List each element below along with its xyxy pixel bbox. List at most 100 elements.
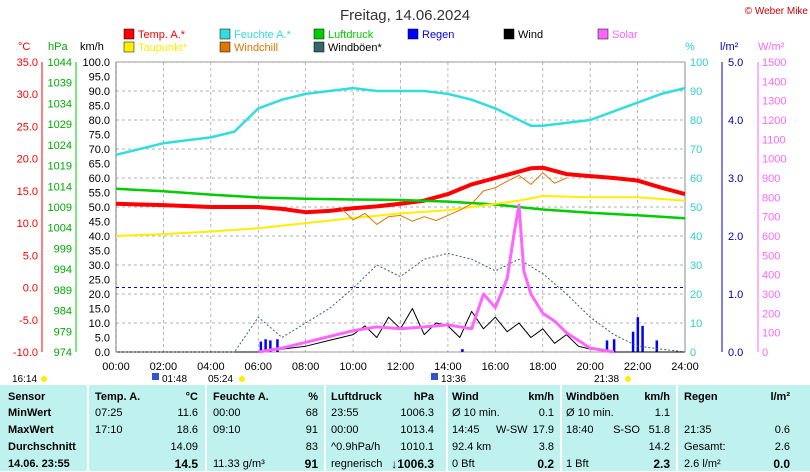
- series-line-3: [115, 195, 686, 237]
- legend-swatch-4: [503, 28, 515, 40]
- wind-tick: 10.0: [89, 318, 110, 330]
- time-tick: 06:00: [244, 361, 272, 373]
- press-time-3: regnerisch: [331, 458, 383, 470]
- hum-time-1: 09:10: [213, 424, 241, 436]
- temp-tick: -10.0: [13, 347, 38, 359]
- gust-dir-1: S-SO: [613, 424, 640, 436]
- wind-tick: 40.0: [89, 231, 110, 243]
- solar-tick: 100: [762, 328, 780, 340]
- press-time-2: ^0.9hPa/h: [331, 441, 381, 453]
- humidity-tick: 100: [690, 57, 708, 69]
- legend-label-3: Regen: [422, 29, 454, 41]
- legend-swatch-7: [219, 41, 231, 53]
- legend-swatch-6: [123, 41, 135, 53]
- row-label-3: 14.06. 23:55: [8, 458, 70, 470]
- rain-value-2: 2.6: [774, 441, 790, 453]
- legend-label-2: Luftdruck: [328, 29, 374, 41]
- wind-tick: 85.0: [89, 101, 110, 113]
- rain-bar-0: [259, 341, 263, 352]
- legend-label-1: Feuchte A.*: [234, 29, 292, 41]
- pressure-tick: 994: [54, 264, 72, 276]
- legend: Temp. A.* Feuchte A.* Luftdruck Regen Wind So…: [123, 28, 638, 54]
- wind-tick: 100.0: [82, 57, 110, 69]
- rain-time-2: Gesamt:: [684, 441, 726, 453]
- left-time: 16:14: [12, 374, 37, 385]
- wind-time-2: 92.4 km: [452, 441, 492, 453]
- press-time-0: 23:55: [331, 407, 359, 419]
- humidity-tick: 30: [690, 260, 702, 272]
- wind-tick: 0.0: [95, 347, 110, 359]
- hum-time-3: 11.33 g/m³: [213, 458, 265, 470]
- solar-tick: 1300: [762, 96, 786, 108]
- wind-tick: 20.0: [89, 289, 110, 301]
- sunrise-dot: [239, 376, 245, 382]
- temp-value-1: 18.6: [176, 424, 198, 436]
- temp-unit: °C: [18, 41, 30, 53]
- wind-tick: 65.0: [89, 159, 110, 171]
- legend-swatch-0: [123, 28, 135, 40]
- rain-tick: 5.0: [728, 57, 743, 69]
- press-value-3: ↓1006.3: [391, 457, 434, 471]
- column-separator: [560, 385, 562, 471]
- header-rain-unit: l/m²: [770, 391, 790, 403]
- rain-bar-7: [631, 331, 635, 352]
- solar-tick: 200: [762, 308, 780, 320]
- time-tick: 14:00: [434, 361, 462, 373]
- press-value-0: 1006.3: [400, 407, 434, 419]
- wind-tick: 50.0: [89, 202, 110, 214]
- wind-tick: 30.0: [89, 260, 110, 272]
- solar-tick: 800: [762, 192, 780, 204]
- time-tick: 24:00: [671, 361, 699, 373]
- rain-bar-9: [641, 325, 644, 352]
- solar-tick: 0: [762, 347, 768, 359]
- wind-dir-1: W-SW: [496, 424, 528, 436]
- row-label-0: MinWert: [8, 407, 52, 419]
- hum-time-0: 00:00: [213, 407, 241, 419]
- rain-value-1: 0.6: [774, 424, 790, 436]
- gust-time-3: 1 Bft: [566, 458, 589, 470]
- rain-bar-1: [264, 339, 267, 352]
- pressure-tick: 1034: [48, 98, 72, 110]
- header-press-unit: hPa: [413, 391, 434, 403]
- gust-time-1: 18:40: [566, 424, 594, 436]
- rain-tick: 3.0: [728, 173, 743, 185]
- wind-tick: 45.0: [89, 217, 110, 229]
- humidity-tick: 10: [690, 318, 702, 330]
- wind-time-0: Ø 10 min.: [452, 407, 500, 419]
- wind-tick: 70.0: [89, 144, 110, 156]
- wind-tick: 35.0: [89, 246, 110, 258]
- temp-tick: 30.0: [17, 89, 38, 101]
- column-separator: [87, 385, 89, 471]
- rain-tick: 1.0: [728, 289, 743, 301]
- series-line-4: [340, 172, 567, 225]
- wind-value-3: 0.2: [537, 457, 554, 471]
- humidity-tick: 80: [690, 115, 702, 127]
- rain-bar-8: [636, 317, 640, 352]
- wind-tick: 55.0: [89, 188, 110, 200]
- hum-value-3: 91: [304, 457, 318, 471]
- gust-value-3: 2.3: [653, 457, 670, 471]
- wind-time-3: 0 Bft: [452, 458, 475, 470]
- temp-time-0: 07:25: [95, 407, 123, 419]
- time-tick: 08:00: [292, 361, 320, 373]
- series-line-7: [258, 203, 615, 354]
- wind-tick: 75.0: [89, 130, 110, 142]
- rain-value-3: 0.0: [773, 457, 790, 471]
- humidity-tick: 0: [690, 347, 696, 359]
- rain-unit: l/m²: [720, 41, 739, 53]
- chart-title: Freitag, 14.06.2024: [340, 7, 470, 24]
- solar-tick: 400: [762, 270, 780, 282]
- legend-swatch-8: [313, 41, 325, 53]
- temp-tick: -5.0: [19, 315, 38, 327]
- legend-swatch-1: [219, 28, 231, 40]
- rain-tick: 0.0: [728, 347, 743, 359]
- pressure-tick: 999: [54, 243, 72, 255]
- solar-tick: 1100: [762, 134, 786, 146]
- header-wind-unit: km/h: [528, 391, 554, 403]
- rain-bar-10: [655, 340, 659, 352]
- series-line-2: [115, 187, 686, 220]
- plot-frame: [115, 61, 686, 353]
- rain-bar-5: [605, 340, 609, 352]
- legend-swatch-3: [407, 28, 419, 40]
- press-value-2: 1010.1: [400, 441, 434, 453]
